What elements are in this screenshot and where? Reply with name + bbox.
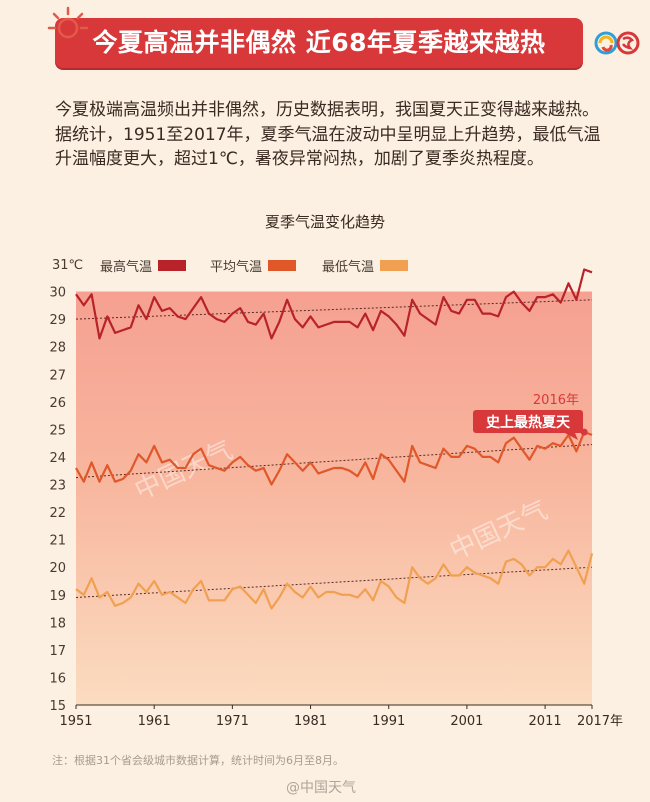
x-tick-label: 2017年 [577, 714, 623, 729]
x-tick-label: 1991 [372, 714, 405, 729]
x-tick-label: 1971 [216, 714, 249, 729]
legend-swatch [158, 260, 186, 271]
y-tick-label: 19 [49, 589, 66, 604]
y-tick-label: 25 [49, 423, 66, 438]
series-line-0 [75, 268, 593, 340]
x-tick-label: 1981 [294, 714, 327, 729]
y-tick-label: 27 [49, 368, 66, 383]
title-banner: 今夏高温并非偶然 近68年夏季越来越热 [55, 18, 583, 68]
y-tick-label: 16 [49, 671, 66, 686]
china-weather-logo-icon [594, 31, 640, 55]
x-tick-label: 2011 [529, 714, 562, 729]
legend-swatch [268, 260, 296, 271]
footnote: 注：根据31个省会级城市数据计算，统计时间为6月至8月。 [52, 754, 344, 767]
y-tick-label: 17 [49, 644, 66, 659]
y-tick-label: 23 [49, 479, 66, 494]
y-tick-label: 26 [49, 396, 66, 411]
plot-area [76, 291, 592, 705]
y-tick-label: 24 [49, 451, 66, 466]
y-tick-label: 31℃ [52, 258, 83, 273]
y-tick-label: 18 [49, 616, 66, 631]
y-tick-label: 30 [49, 286, 66, 301]
y-tick-label: 22 [49, 506, 66, 521]
x-tick-label: 1961 [138, 714, 171, 729]
series-line-2 [75, 549, 594, 610]
chart-title: 夏季气温变化趋势 [264, 213, 385, 231]
y-tick-label: 29 [49, 313, 66, 328]
legend-label: 最低气温 [322, 259, 374, 275]
annotation-pointer [565, 433, 578, 440]
weibo-credit: @中国天气 [286, 780, 356, 796]
y-tick-label: 21 [49, 534, 66, 549]
legend-swatch [380, 260, 408, 271]
legend-label: 平均气温 [210, 259, 262, 275]
legend-label: 最高气温 [100, 259, 152, 275]
series-line-1 [75, 431, 593, 486]
intro-paragraph: 今夏极端高温频出并非偶然，历史数据表明，我国夏天正变得越来越热。据统计，1951… [55, 100, 601, 169]
sun-icon [47, 6, 89, 39]
y-tick-label: 28 [49, 341, 66, 356]
annotation-box [473, 410, 583, 433]
annotation-year: 2016年 [533, 393, 579, 408]
page-title: 今夏高温并非偶然 近68年夏季越来越热 [92, 28, 546, 57]
annotation-text: 史上最热夏天 [486, 414, 571, 431]
x-tick-label: 2001 [450, 714, 483, 729]
y-tick-label: 20 [49, 561, 66, 576]
x-tick-label: 1951 [59, 714, 92, 729]
y-tick-label: 15 [49, 699, 66, 714]
